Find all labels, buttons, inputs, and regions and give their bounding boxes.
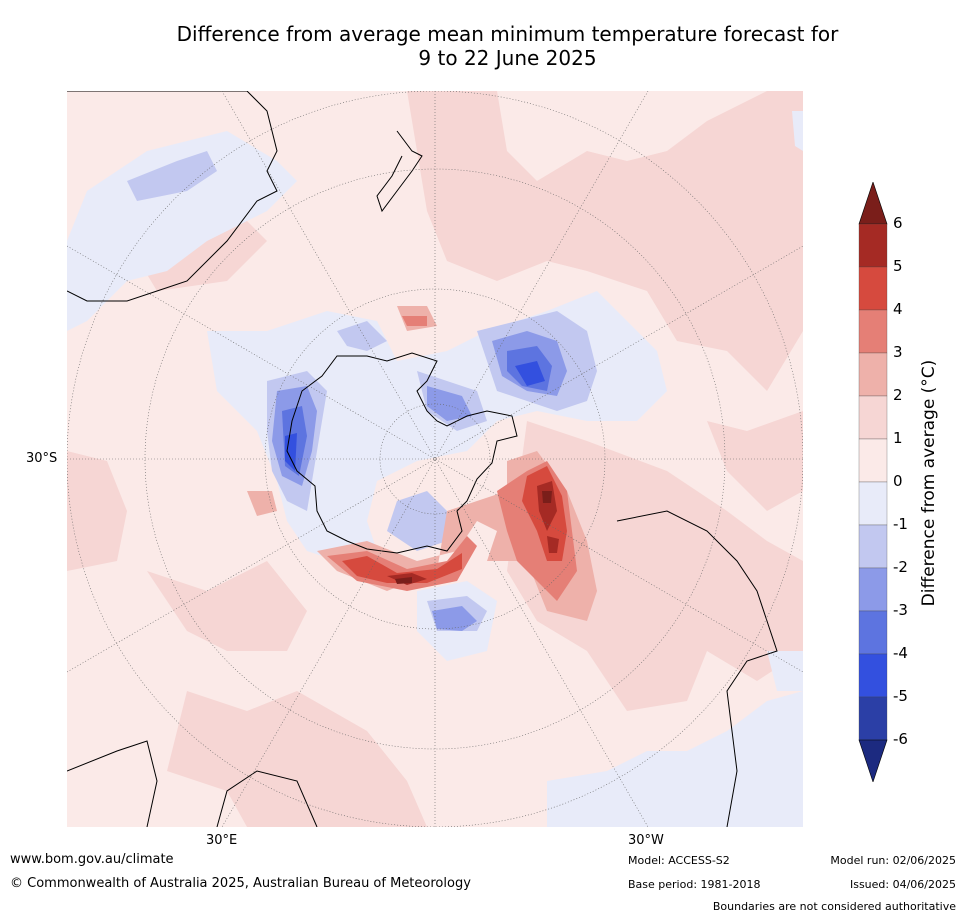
australia-east-coastline bbox=[216, 770, 318, 827]
antarctica-coastline bbox=[286, 352, 518, 554]
colorbar-band bbox=[858, 266, 888, 311]
colorbar-band bbox=[858, 610, 888, 655]
colorbar-band bbox=[858, 438, 888, 483]
footer-url[interactable]: www.bom.gov.au/climate bbox=[10, 852, 174, 867]
title-line-2: 9 to 22 June 2025 bbox=[418, 46, 597, 70]
new-zealand-coastline bbox=[376, 130, 423, 213]
anomaly-plus5-regions bbox=[387, 481, 559, 585]
africa-coastline bbox=[67, 91, 278, 302]
south-america-coastline bbox=[616, 510, 778, 827]
footer-issued: Issued: 04/06/2025 bbox=[849, 878, 956, 891]
colorbar-band bbox=[858, 481, 888, 526]
graticule bbox=[67, 91, 803, 827]
colorbar-band bbox=[858, 653, 888, 698]
colorbar-tick-label: -4 bbox=[893, 644, 908, 662]
footer-model: Model: ACCESS-S2 bbox=[628, 854, 730, 867]
colorbar-band bbox=[858, 567, 888, 612]
colorbar-tick-label: -6 bbox=[893, 730, 908, 748]
anomaly-plus6-regions bbox=[395, 491, 552, 584]
footer-disclaimer: Boundaries are not considered authoritat… bbox=[712, 900, 956, 913]
footer-model-run: Model run: 02/06/2025 bbox=[830, 854, 956, 867]
colorbar-tick-label: 3 bbox=[893, 343, 903, 361]
colorbar-tick-label: -5 bbox=[893, 687, 908, 705]
footer-base-period: Base period: 1981-2018 bbox=[628, 878, 761, 891]
colorbar-band bbox=[858, 352, 888, 397]
colorbar bbox=[858, 182, 888, 782]
colorbar-band bbox=[858, 696, 888, 741]
colorbar-tick-label: 0 bbox=[893, 472, 903, 490]
colorbar-under-triangle bbox=[858, 739, 888, 782]
map-svg bbox=[67, 91, 803, 827]
colorbar-tick-label: -1 bbox=[893, 515, 908, 533]
title-line-1: Difference from average mean minimum tem… bbox=[176, 22, 839, 46]
colorbar-tick-label: 5 bbox=[893, 257, 903, 275]
colorbar-tick-label: -2 bbox=[893, 558, 908, 576]
polar-map[interactable] bbox=[67, 91, 803, 827]
colorbar-tick-label: -3 bbox=[893, 601, 908, 619]
colorbar-tick-label: 2 bbox=[893, 386, 903, 404]
coastlines bbox=[67, 91, 778, 827]
colorbar-tick-label: 6 bbox=[893, 214, 903, 232]
colorbar-tick-label: 1 bbox=[893, 429, 903, 447]
colorbar-band bbox=[858, 524, 888, 569]
chart-title: Difference from average mean minimum tem… bbox=[40, 22, 965, 70]
colorbar-band bbox=[858, 309, 888, 354]
colorbar-band bbox=[858, 223, 888, 268]
colorbar-bands bbox=[858, 223, 888, 741]
lon-label-30w: 30°W bbox=[628, 833, 664, 848]
lon-label-30e: 30°E bbox=[206, 833, 238, 848]
lat-label-30s: 30°S bbox=[26, 451, 58, 466]
colorbar-band bbox=[858, 395, 888, 440]
colorbar-tick-label: 4 bbox=[893, 300, 903, 318]
footer-copyright: © Commonwealth of Australia 2025, Austra… bbox=[10, 876, 471, 891]
australia-coastline bbox=[67, 740, 158, 827]
colorbar-over-triangle bbox=[858, 182, 888, 225]
colorbar-label: Difference from average (°C) bbox=[919, 359, 939, 607]
